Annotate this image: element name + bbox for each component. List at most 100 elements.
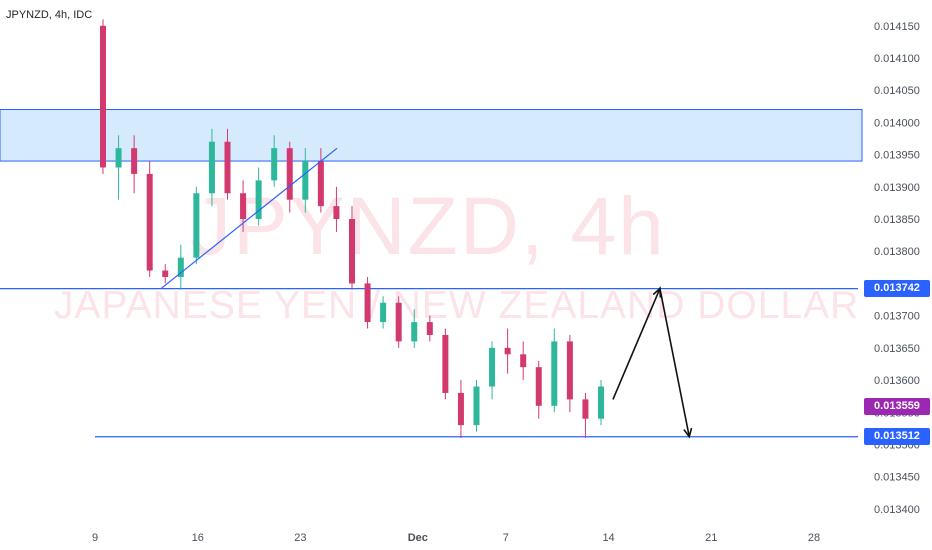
candle [457,380,464,439]
candle-body [302,161,309,200]
candle-body [271,148,278,181]
watermark-symbol: JPYNZD, 4h [190,181,666,272]
candle [349,206,355,290]
candle [333,186,340,232]
candle [255,167,262,226]
candle [193,186,200,265]
candle-body [411,322,418,342]
candle-body [395,302,402,342]
candle-body [193,193,200,258]
y-tick-label: 0.013650 [874,343,920,355]
y-tick-label: 0.013800 [874,246,920,258]
candle [162,264,169,284]
trendline [160,147,338,290]
candle-body [177,257,184,277]
candle-body [317,161,324,207]
candle-body [115,148,122,168]
x-tick-label: 28 [808,532,820,544]
candle [224,128,231,200]
candle [115,135,122,200]
y-tick-label: 0.013700 [874,311,920,323]
x-tick-label: 9 [92,532,98,544]
candle-body [504,347,511,355]
candle [411,309,418,348]
candles-layer [100,19,604,439]
candle [504,328,511,374]
candle-body [364,283,371,323]
candle-body [255,180,262,220]
symbol-label: JPYNZD, 4h, IDC [6,9,93,21]
candle [177,244,184,290]
candle [271,135,278,187]
y-tick-label: 0.014100 [874,53,920,65]
resistance-zone [0,109,863,162]
candle-body [535,367,542,406]
candle-body [240,193,247,220]
candle-body [100,25,106,168]
candle [364,276,371,329]
candle-body [442,334,449,393]
y-tick-label: 0.013850 [874,214,920,226]
price-tag: 0.013559 [864,397,930,415]
candle [551,328,558,413]
y-tick-label: 0.013400 [874,504,920,516]
candle-body [162,270,169,277]
x-tick-label: 23 [294,532,306,544]
candle [489,341,496,400]
candle-body [489,347,496,387]
price-tag: 0.013742 [864,280,930,298]
candle [100,19,106,174]
candle-body [349,219,355,284]
candle [520,341,527,381]
arrowhead-down [683,427,693,439]
candle [208,128,215,207]
candle-body [380,302,387,323]
candle-body [598,386,604,419]
candle [380,296,387,329]
y-tick-label: 0.014050 [874,85,920,97]
candle-body [582,399,589,419]
candle-body [208,141,215,194]
candle [598,380,604,426]
arrowhead-up [652,286,662,298]
y-tick-label: 0.014150 [874,21,920,33]
y-tick-label: 0.013950 [874,150,920,162]
candle [317,148,324,213]
candle-body [566,341,573,400]
candle-body [146,173,153,271]
candle-body [520,354,527,368]
candle [442,328,449,400]
candle [286,141,293,213]
price-tag: 0.013512 [864,428,930,446]
candle-body [551,341,558,406]
candle [473,380,480,432]
x-tick-label: 14 [602,532,614,544]
y-tick-label: 0.013600 [874,375,920,387]
time-axis: 9 16 23 Dec 7 14 21 28 [92,532,820,544]
candle-body [224,141,231,194]
candle [566,334,573,413]
candle [582,392,589,439]
candle [302,148,309,213]
candle-body [426,322,433,335]
watermark-description: JAPANESE YEN / NEW ZEALAND DOLLAR [54,284,860,327]
candle-body [333,206,340,220]
candle [535,360,542,419]
x-tick-label: 16 [192,532,204,544]
candle-body [457,392,464,426]
candle-body [473,386,480,426]
x-tick-label: 21 [705,532,717,544]
candle [146,161,153,277]
drawings-layer [160,147,693,439]
candle [131,135,138,194]
y-tick-label: 0.013450 [874,472,920,484]
x-tick-label: Dec [408,532,428,544]
annotation-layer [0,109,863,438]
x-tick-label: 7 [503,532,509,544]
candle-body [286,148,293,200]
candle [395,296,402,348]
candle [426,315,433,342]
projection-path [612,285,691,437]
y-tick-label: 0.013900 [874,182,920,194]
